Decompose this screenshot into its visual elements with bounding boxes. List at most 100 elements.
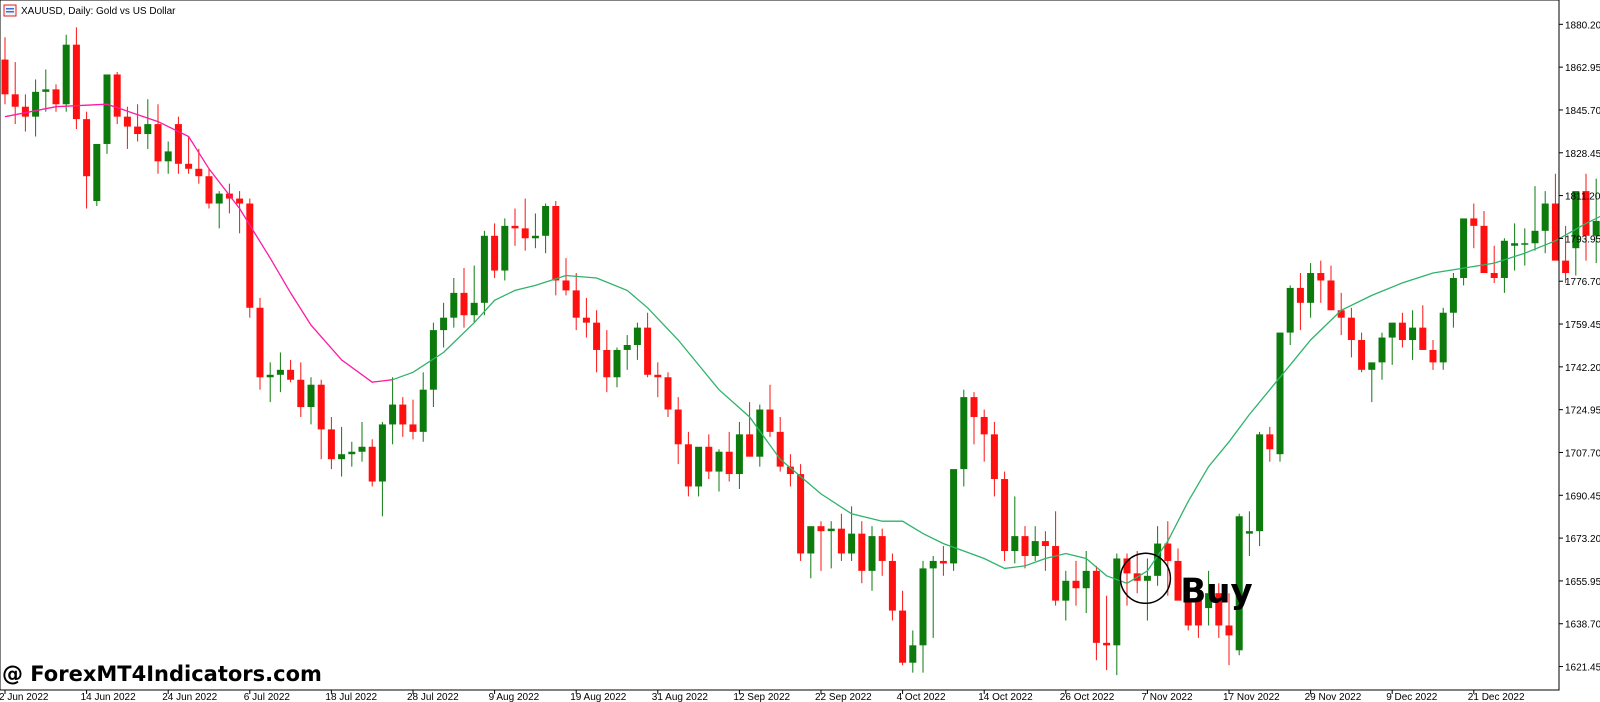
time-axis[interactable]: 2 Jun 2022 14 Jun 2022 24 Jun 2022 6 Jul 20… [0, 690, 1525, 702]
candle[interactable] [236, 191, 244, 234]
candle[interactable] [1398, 312, 1406, 348]
candle[interactable] [960, 389, 968, 487]
candle[interactable] [307, 377, 315, 425]
candle[interactable] [827, 521, 835, 569]
candle[interactable] [1460, 218, 1468, 286]
candle[interactable] [440, 302, 448, 348]
candle[interactable] [491, 223, 499, 278]
candle[interactable] [1409, 310, 1417, 360]
price-axis[interactable]: 1880.20 1862.95 1845.70 1828.45 1811.20 1793.… [1559, 20, 1600, 674]
candle[interactable] [174, 116, 182, 174]
candle[interactable] [501, 218, 509, 281]
candle[interactable] [562, 258, 570, 296]
candle[interactable] [623, 335, 631, 370]
candle[interactable] [746, 402, 754, 457]
candle[interactable] [1307, 263, 1315, 318]
candle[interactable] [1531, 186, 1539, 251]
candle[interactable] [11, 62, 19, 125]
candle[interactable] [776, 416, 784, 472]
candle[interactable] [848, 506, 856, 561]
candle[interactable] [266, 362, 274, 403]
candle[interactable] [1317, 260, 1325, 303]
candle[interactable] [164, 141, 172, 174]
candle[interactable] [1113, 553, 1121, 676]
candle[interactable] [1215, 583, 1223, 638]
candle[interactable] [195, 148, 203, 184]
candle[interactable] [807, 526, 815, 579]
candle[interactable] [205, 168, 213, 209]
candle[interactable] [1021, 526, 1029, 569]
candle[interactable] [1449, 273, 1457, 328]
candle[interactable] [858, 521, 866, 584]
candle[interactable] [919, 560, 927, 673]
candle[interactable] [62, 34, 70, 112]
candle[interactable] [409, 399, 417, 440]
candle[interactable] [633, 322, 641, 360]
candle[interactable] [613, 347, 621, 388]
candle[interactable] [83, 111, 91, 209]
candle[interactable] [1388, 322, 1396, 365]
candle[interactable] [725, 431, 733, 482]
candle[interactable] [990, 421, 998, 497]
candle[interactable] [817, 521, 825, 571]
candle[interactable] [470, 265, 478, 323]
candle[interactable] [1358, 332, 1366, 373]
candle[interactable] [1103, 595, 1111, 671]
candle[interactable] [1052, 511, 1060, 606]
candle[interactable] [297, 362, 305, 417]
candle[interactable] [1368, 362, 1376, 403]
candle[interactable] [521, 198, 529, 251]
candle[interactable] [950, 469, 958, 571]
candle[interactable] [123, 106, 131, 149]
candle[interactable] [1521, 228, 1529, 266]
candle[interactable] [1072, 560, 1080, 606]
candle[interactable] [878, 528, 886, 576]
candle[interactable] [888, 553, 896, 621]
candle[interactable] [756, 404, 764, 467]
candle[interactable] [42, 69, 50, 112]
candle[interactable] [317, 379, 325, 460]
candle[interactable] [1062, 570, 1070, 621]
candle[interactable] [389, 377, 397, 445]
candle[interactable] [735, 421, 743, 489]
candle[interactable] [1347, 307, 1355, 358]
candle[interactable] [1001, 471, 1009, 561]
candle[interactable] [480, 230, 488, 316]
candle[interactable] [32, 79, 40, 137]
candle[interactable] [378, 421, 386, 517]
candle[interactable] [1572, 191, 1580, 276]
candle[interactable] [644, 312, 652, 378]
candle[interactable] [1429, 340, 1437, 370]
candle[interactable] [1205, 570, 1213, 626]
candle[interactable] [419, 372, 427, 442]
candle[interactable] [368, 439, 376, 487]
candle[interactable] [113, 71, 121, 125]
candle[interactable] [1541, 191, 1549, 254]
candle[interactable] [1592, 178, 1600, 264]
candle[interactable] [1490, 245, 1498, 283]
candle[interactable] [511, 208, 519, 246]
candle[interactable] [582, 297, 590, 338]
candle[interactable] [103, 74, 111, 154]
candle[interactable] [327, 416, 335, 470]
candle[interactable] [572, 273, 580, 331]
candle[interactable] [338, 426, 346, 477]
candle[interactable] [256, 297, 264, 390]
candle[interactable] [939, 546, 947, 576]
candle[interactable] [899, 590, 907, 666]
candle[interactable] [603, 330, 611, 393]
candle[interactable] [1511, 223, 1519, 271]
candle[interactable] [358, 421, 366, 462]
candle[interactable] [1256, 431, 1264, 547]
candle[interactable] [1378, 332, 1386, 380]
candle[interactable] [909, 630, 917, 673]
candle[interactable] [786, 454, 794, 487]
candle[interactable] [1327, 265, 1335, 311]
candle[interactable] [1245, 511, 1253, 556]
candle[interactable] [1470, 203, 1478, 249]
candle[interactable] [1, 37, 9, 105]
candle[interactable] [450, 277, 458, 328]
candle[interactable] [1184, 583, 1192, 631]
candle[interactable] [552, 201, 560, 296]
